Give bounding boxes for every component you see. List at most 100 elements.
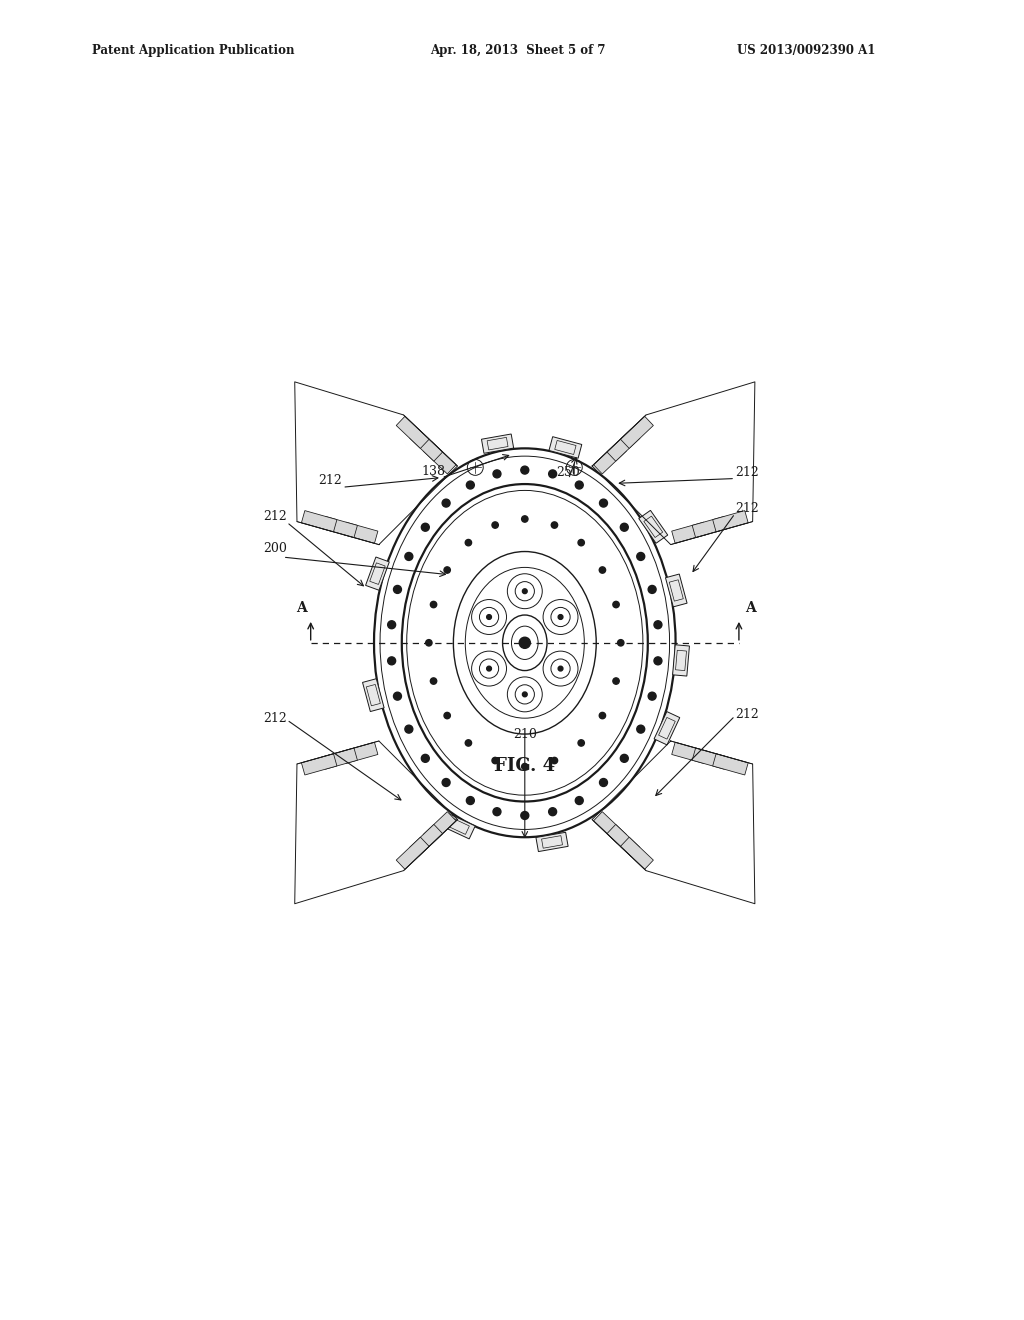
Polygon shape [607, 429, 640, 461]
Circle shape [493, 808, 501, 816]
Circle shape [466, 796, 474, 804]
Circle shape [519, 638, 530, 648]
Polygon shape [342, 742, 378, 763]
Polygon shape [423, 442, 456, 474]
Text: 212: 212 [263, 510, 287, 523]
Text: Apr. 18, 2013  Sheet 5 of 7: Apr. 18, 2013 Sheet 5 of 7 [430, 44, 605, 57]
Circle shape [388, 620, 395, 628]
Circle shape [521, 812, 528, 820]
Circle shape [466, 480, 474, 488]
Circle shape [575, 796, 584, 804]
Circle shape [621, 754, 629, 763]
Text: 210: 210 [513, 729, 537, 741]
Circle shape [426, 640, 432, 645]
Circle shape [442, 779, 451, 787]
Circle shape [430, 602, 436, 607]
Circle shape [421, 523, 429, 531]
Circle shape [637, 725, 645, 733]
Circle shape [404, 725, 413, 733]
Circle shape [648, 692, 656, 700]
Circle shape [522, 589, 527, 594]
Text: 212: 212 [735, 502, 759, 515]
Polygon shape [481, 434, 514, 453]
Circle shape [551, 521, 558, 528]
Polygon shape [322, 516, 357, 537]
Circle shape [599, 713, 605, 718]
Circle shape [493, 470, 501, 478]
Polygon shape [594, 442, 627, 474]
Circle shape [648, 586, 656, 594]
Polygon shape [342, 523, 378, 544]
Text: 138: 138 [422, 465, 445, 478]
Circle shape [465, 739, 472, 746]
Polygon shape [396, 416, 429, 449]
Polygon shape [672, 523, 708, 544]
Text: A: A [296, 601, 306, 615]
Polygon shape [621, 837, 653, 870]
Circle shape [621, 523, 629, 531]
Polygon shape [410, 429, 442, 461]
Circle shape [617, 640, 624, 645]
Circle shape [549, 808, 557, 816]
Circle shape [558, 667, 563, 671]
Circle shape [465, 540, 472, 545]
Polygon shape [362, 678, 384, 711]
Circle shape [388, 657, 395, 665]
Circle shape [654, 657, 662, 665]
Text: A: A [745, 601, 756, 615]
Polygon shape [692, 748, 728, 770]
Circle shape [575, 480, 584, 488]
Circle shape [430, 678, 436, 684]
Circle shape [444, 713, 451, 718]
Text: 212: 212 [735, 709, 759, 721]
Polygon shape [322, 748, 357, 770]
Circle shape [522, 692, 527, 697]
Polygon shape [301, 754, 337, 775]
Circle shape [599, 566, 605, 573]
Polygon shape [692, 516, 728, 537]
Circle shape [654, 620, 662, 628]
Polygon shape [594, 812, 627, 843]
Polygon shape [672, 742, 708, 763]
Text: 200: 200 [263, 541, 287, 554]
Circle shape [486, 667, 492, 671]
Circle shape [558, 615, 563, 619]
Polygon shape [607, 825, 640, 857]
Polygon shape [654, 711, 680, 744]
Circle shape [492, 758, 499, 764]
Circle shape [404, 553, 413, 561]
Circle shape [521, 466, 528, 474]
Circle shape [393, 692, 401, 700]
Text: Patent Application Publication: Patent Application Publication [92, 44, 295, 57]
Circle shape [421, 754, 429, 763]
Text: 212: 212 [318, 474, 342, 487]
Circle shape [599, 779, 607, 787]
Circle shape [578, 739, 585, 746]
Polygon shape [621, 416, 653, 449]
Polygon shape [666, 574, 687, 607]
Text: 250: 250 [557, 466, 581, 479]
Text: US 2013/0092390 A1: US 2013/0092390 A1 [737, 44, 876, 57]
Polygon shape [549, 437, 582, 458]
Polygon shape [673, 644, 689, 676]
Polygon shape [410, 825, 442, 857]
Circle shape [613, 678, 620, 684]
Circle shape [578, 540, 585, 545]
Circle shape [551, 758, 558, 764]
Polygon shape [396, 837, 429, 870]
Polygon shape [366, 557, 389, 590]
Polygon shape [301, 511, 337, 532]
Circle shape [444, 566, 451, 573]
Circle shape [521, 763, 528, 770]
Circle shape [393, 586, 401, 594]
Circle shape [486, 615, 492, 619]
Circle shape [613, 602, 620, 607]
Circle shape [442, 499, 451, 507]
Polygon shape [713, 754, 749, 775]
Circle shape [492, 521, 499, 528]
Text: 212: 212 [263, 713, 287, 725]
Text: 212: 212 [735, 466, 759, 479]
Text: FIG. 4: FIG. 4 [495, 756, 555, 775]
Circle shape [521, 516, 528, 523]
Polygon shape [441, 813, 475, 840]
